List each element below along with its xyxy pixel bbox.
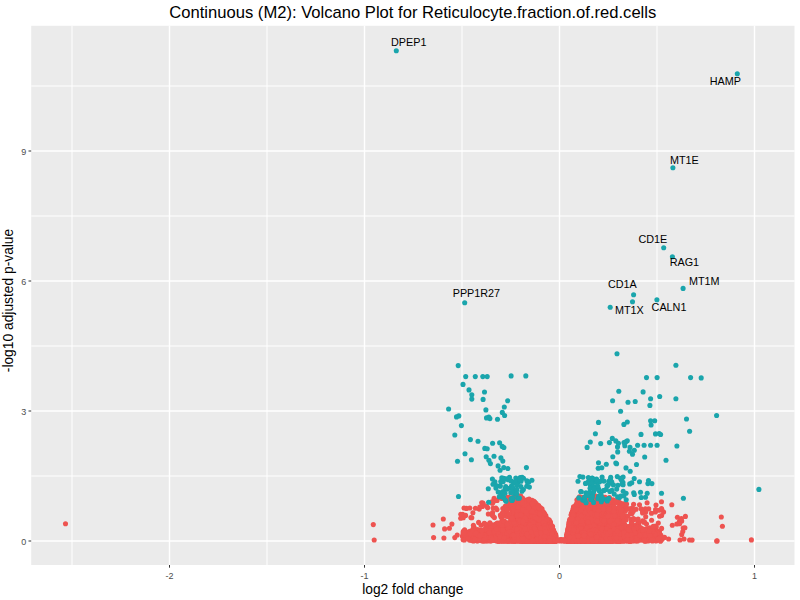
svg-text:log2 fold change: log2 fold change <box>362 582 464 597</box>
svg-text:CD1E: CD1E <box>638 233 667 245</box>
svg-text:RAG1: RAG1 <box>670 256 699 268</box>
svg-text:MT1E: MT1E <box>670 154 699 166</box>
svg-text:6: 6 <box>21 277 26 287</box>
svg-text:1: 1 <box>752 571 757 581</box>
svg-text:DPEP1: DPEP1 <box>391 36 426 48</box>
svg-text:Continuous (M2): Volcano Plot: Continuous (M2): Volcano Plot for Reticu… <box>169 3 656 22</box>
svg-text:-2: -2 <box>165 571 173 581</box>
svg-text:-1: -1 <box>360 571 368 581</box>
svg-text:CALN1: CALN1 <box>652 301 687 313</box>
svg-text:0: 0 <box>557 571 562 581</box>
svg-text:HAMP: HAMP <box>710 75 741 87</box>
svg-text:PPP1R27: PPP1R27 <box>453 287 500 299</box>
svg-text:MT1X: MT1X <box>615 304 644 316</box>
svg-text:-log10 adjusted p-value: -log10 adjusted p-value <box>1 228 16 372</box>
svg-text:CD1A: CD1A <box>608 278 638 290</box>
svg-text:3: 3 <box>21 407 26 417</box>
svg-text:0: 0 <box>21 537 26 547</box>
svg-text:9: 9 <box>21 147 26 157</box>
svg-text:MT1M: MT1M <box>689 275 720 287</box>
